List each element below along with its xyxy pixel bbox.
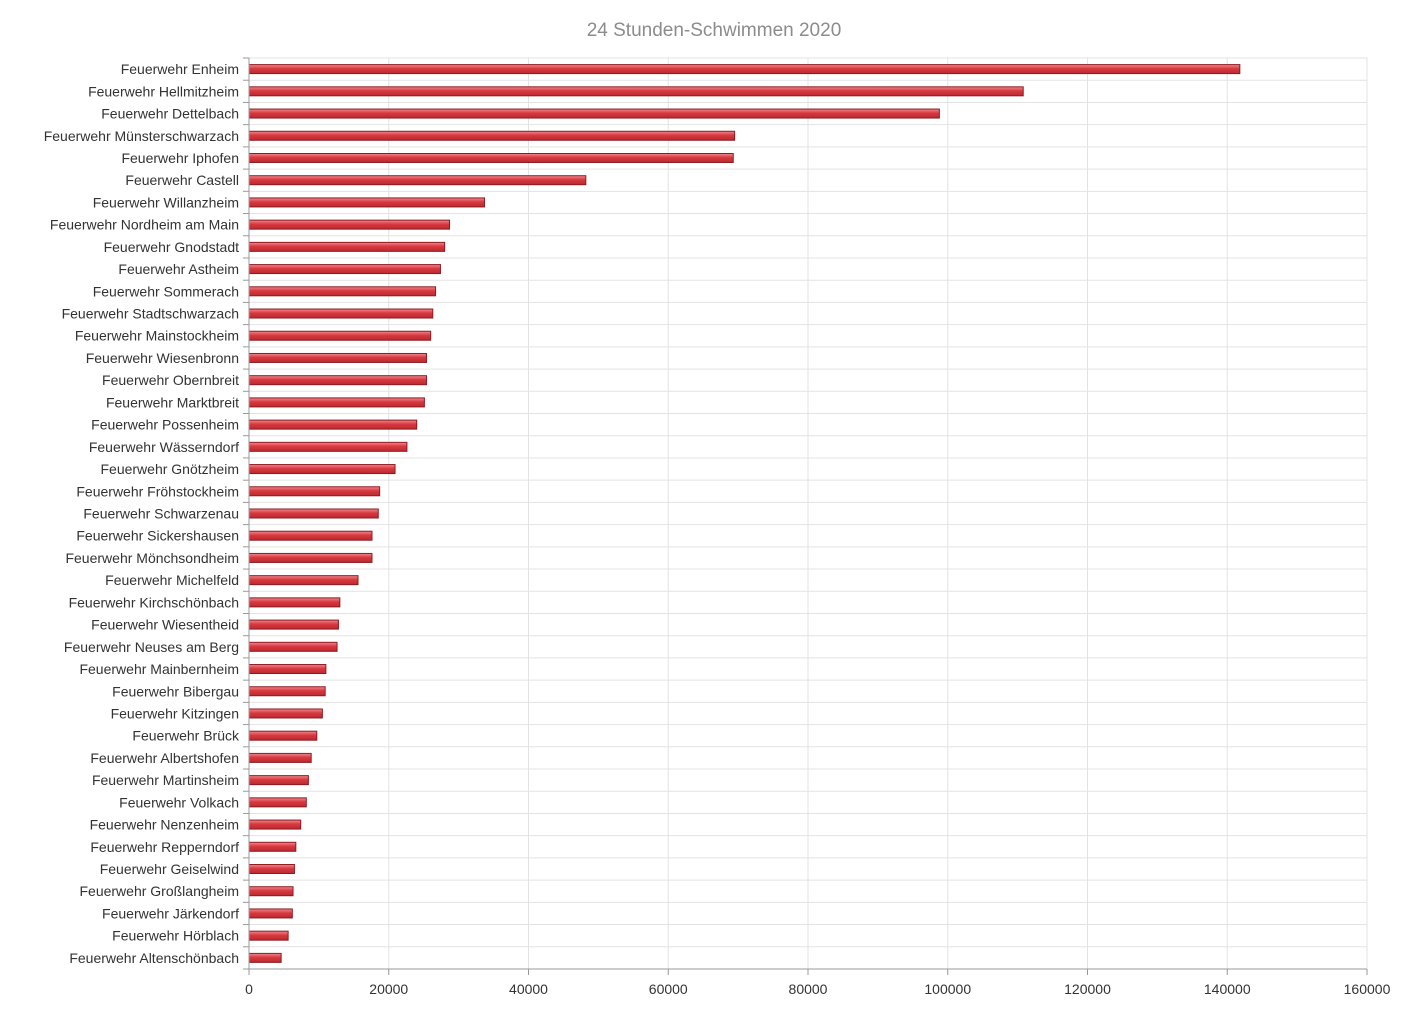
category-label: Feuerwehr Kirchschönbach xyxy=(69,594,239,610)
category-label: Feuerwehr Gnötzheim xyxy=(100,461,239,477)
category-label: Feuerwehr Bibergau xyxy=(112,683,239,699)
category-label: Feuerwehr Schwarzenau xyxy=(83,506,239,522)
bar xyxy=(248,264,441,275)
category-label: Feuerwehr Mainstockheim xyxy=(75,328,239,344)
category-label: Feuerwehr Dettelbach xyxy=(101,106,239,122)
category-label: Feuerwehr Possenheim xyxy=(91,417,239,433)
x-tick-label: 20000 xyxy=(369,981,408,997)
bar xyxy=(248,175,587,186)
bar xyxy=(248,730,318,741)
bar xyxy=(248,619,339,630)
bar xyxy=(248,775,309,786)
category-labels: Feuerwehr Enheim Feuerwehr Hellmitzheim Fe… xyxy=(44,61,240,966)
x-tick-label: 120000 xyxy=(1064,981,1111,997)
bars xyxy=(248,64,1241,963)
category-label: Feuerwehr Wiesentheid xyxy=(91,617,239,633)
bar xyxy=(248,752,312,763)
category-label: Feuerwehr Nordheim am Main xyxy=(50,217,239,233)
x-tick-label: 160000 xyxy=(1344,981,1391,997)
bar xyxy=(248,686,326,697)
bar xyxy=(248,86,1024,97)
category-label: Feuerwehr Wiesenbronn xyxy=(86,350,239,366)
category-label: Feuerwehr Altenschönbach xyxy=(69,950,239,966)
category-label: Feuerwehr Wässerndorf xyxy=(89,439,239,455)
category-label: Feuerwehr Brück xyxy=(132,728,240,744)
category-label: Feuerwehr Sommerach xyxy=(93,283,239,299)
x-tick-label: 140000 xyxy=(1204,981,1251,997)
x-tick-label: 40000 xyxy=(509,981,548,997)
category-label: Feuerwehr Hellmitzheim xyxy=(88,83,239,99)
category-label: Feuerwehr Enheim xyxy=(121,61,239,77)
category-label: Feuerwehr Geiselwind xyxy=(100,861,239,877)
bar xyxy=(248,530,373,541)
chart-title: 24 Stunden-Schwimmen 2020 xyxy=(586,20,842,41)
category-label: Feuerwehr Gnodstadt xyxy=(104,239,240,255)
category-label: Feuerwehr Fröhstockheim xyxy=(76,483,239,499)
category-label: Feuerwehr Stadtschwarzach xyxy=(62,306,239,322)
bar xyxy=(248,575,359,586)
category-label: Feuerwehr Järkendorf xyxy=(102,905,239,921)
bar xyxy=(248,464,396,475)
category-label: Feuerwehr Mönchsondheim xyxy=(65,550,239,566)
bar xyxy=(248,597,341,608)
category-label: Feuerwehr Sickershausen xyxy=(76,528,239,544)
bar xyxy=(248,486,381,497)
bar xyxy=(248,508,379,519)
category-label: Feuerwehr Castell xyxy=(125,172,239,188)
bar xyxy=(248,908,293,919)
bar xyxy=(248,641,338,652)
bar xyxy=(248,130,736,141)
category-label: Feuerwehr Martinsheim xyxy=(92,772,239,788)
x-tick-label: 0 xyxy=(245,981,253,997)
bar xyxy=(248,819,302,830)
bar xyxy=(248,152,734,163)
category-label: Feuerwehr Volkach xyxy=(119,794,239,810)
bar xyxy=(248,219,451,230)
grid-lines xyxy=(248,57,1368,970)
bar xyxy=(248,397,425,408)
bar xyxy=(248,197,485,208)
bar xyxy=(248,419,418,430)
category-label: Feuerwehr Kitzingen xyxy=(111,705,239,721)
bar xyxy=(248,241,446,252)
bar xyxy=(248,375,427,386)
bar xyxy=(248,330,432,341)
x-tick-labels: 0 20000 40000 60000 80000 100000 120000 140000 1… xyxy=(245,981,1390,997)
category-label: Feuerwehr Nenzenheim xyxy=(90,817,239,833)
category-label: Feuerwehr Mainbernheim xyxy=(79,661,239,677)
bar xyxy=(248,930,289,941)
axes xyxy=(243,57,1368,975)
bar xyxy=(248,841,297,852)
x-tick-label: 100000 xyxy=(924,981,971,997)
category-label: Feuerwehr Astheim xyxy=(118,261,239,277)
category-label: Feuerwehr Albertshofen xyxy=(90,750,239,766)
bar xyxy=(248,286,437,297)
category-label: Feuerwehr Michelfeld xyxy=(105,572,239,588)
bar xyxy=(248,64,1241,75)
bar xyxy=(248,664,327,675)
category-label: Feuerwehr Neuses am Berg xyxy=(64,639,239,655)
bar xyxy=(248,886,294,897)
category-label: Feuerwehr Obernbreit xyxy=(102,372,239,388)
bar xyxy=(248,352,427,363)
bar xyxy=(248,708,323,719)
bar xyxy=(248,552,373,563)
category-label: Feuerwehr Münsterschwarzach xyxy=(44,128,239,144)
category-label: Feuerwehr Willanzheim xyxy=(93,194,239,210)
x-tick-label: 80000 xyxy=(789,981,828,997)
category-label: Feuerwehr Hörblach xyxy=(112,928,239,944)
x-tick-label: 60000 xyxy=(649,981,688,997)
bar xyxy=(248,864,295,875)
bar xyxy=(248,797,307,808)
category-label: Feuerwehr Großlangheim xyxy=(79,883,239,899)
bar xyxy=(248,108,940,119)
bar xyxy=(248,308,434,319)
bar xyxy=(248,952,282,963)
bar xyxy=(248,441,408,452)
category-label: Feuerwehr Repperndorf xyxy=(90,839,239,855)
category-label: Feuerwehr Iphofen xyxy=(121,150,239,166)
category-label: Feuerwehr Marktbreit xyxy=(106,394,239,410)
